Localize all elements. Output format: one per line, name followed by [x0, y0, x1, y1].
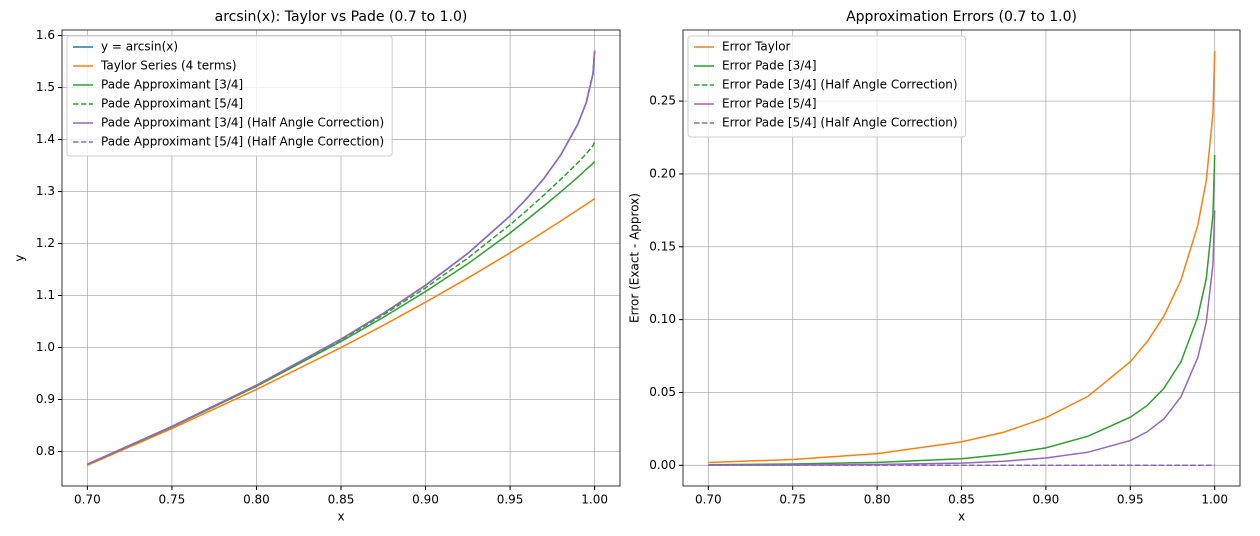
axes-frame	[61, 29, 621, 487]
x-tick-label: 0.95	[1117, 493, 1144, 507]
y-tick-label: 0.15	[649, 239, 676, 253]
subplot: 0.70 0.75 0.80 0.85 0.90 0.95 1.00 0.8 0.9 1.0 1.1…	[13, 9, 621, 524]
y-tick-label: 1.6	[36, 28, 55, 42]
axes-frame	[682, 29, 1241, 487]
chart-title: arcsin(x): Taylor vs Pade (0.7 to 1.0)	[215, 9, 468, 25]
x-tick-label: 1.00	[1201, 493, 1228, 507]
y-axis-label: Error (Exact - Approx)	[628, 193, 642, 323]
x-tick-label: 1.00	[581, 493, 608, 507]
y-tick-label: 0.05	[649, 385, 676, 399]
legend-label: Error Pade [5/4]	[722, 97, 817, 111]
x-tick-label: 0.75	[159, 493, 186, 507]
y-tick-label: 1.4	[36, 132, 55, 146]
legend-label: Taylor Series (4 terms)	[100, 59, 237, 73]
series-line	[87, 160, 596, 466]
y-tick-label: 0.10	[649, 312, 676, 326]
y-tick-label: 0.20	[649, 166, 676, 180]
x-tick-label: 0.90	[1033, 493, 1060, 507]
y-tick-label: 0.00	[649, 458, 676, 472]
series-line	[87, 198, 596, 466]
x-tick-label: 0.70	[695, 493, 722, 507]
x-tick-label: 0.80	[864, 493, 891, 507]
legend-label: Error Pade [5/4] (Half Angle Correction)	[722, 116, 958, 130]
legend-label: Error Pade [3/4] (Half Angle Correction)	[722, 78, 958, 92]
x-tick-label: 0.85	[328, 493, 355, 507]
series-line	[708, 50, 1216, 464]
legend: Error Taylor Error Pade [3/4] Error Pade […	[687, 35, 967, 138]
legend-label: Error Taylor	[722, 40, 791, 54]
legend-box	[687, 35, 967, 138]
y-tick-label: 1.2	[36, 236, 55, 250]
y-tick-label: 1.5	[36, 80, 55, 94]
y-tick-label: 1.3	[36, 184, 55, 198]
y-tick-label: 0.8	[36, 444, 55, 458]
series-line	[708, 154, 1216, 466]
x-tick-label: 0.80	[243, 493, 270, 507]
x-tick-label: 0.70	[74, 493, 101, 507]
legend-box	[66, 35, 393, 157]
x-tick-label: 0.75	[779, 493, 806, 507]
y-tick-label: 0.25	[649, 94, 676, 108]
legend-label: y = arcsin(x)	[101, 40, 178, 54]
legend: y = arcsin(x) Taylor Series (4 terms) Pade…	[66, 35, 393, 157]
legend-label: Pade Approximant [5/4]	[101, 97, 243, 111]
x-tick-label: 0.90	[412, 493, 439, 507]
chart-title: Approximation Errors (0.7 to 1.0)	[846, 9, 1077, 25]
x-axis-label: x	[337, 510, 344, 524]
x-axis-label: x	[958, 510, 965, 524]
x-tick-label: 0.85	[948, 493, 975, 507]
legend-label: Pade Approximant [3/4]	[101, 78, 243, 92]
series-line	[87, 50, 596, 465]
legend-label: Pade Approximant [5/4] (Half Angle Corre…	[101, 135, 384, 149]
subplot: 0.70 0.75 0.80 0.85 0.90 0.95 1.00 0.00 0.05 0.10…	[628, 9, 1241, 524]
x-tick-label: 0.95	[497, 493, 524, 507]
y-tick-label: 0.9	[36, 392, 55, 406]
legend-label: Error Pade [3/4]	[722, 59, 817, 73]
legend-label: Pade Approximant [3/4] (Half Angle Corre…	[101, 116, 384, 130]
y-tick-label: 1.1	[36, 288, 55, 302]
series-line	[708, 210, 1216, 466]
y-tick-label: 1.0	[36, 340, 55, 354]
y-axis-label: y	[13, 254, 27, 261]
